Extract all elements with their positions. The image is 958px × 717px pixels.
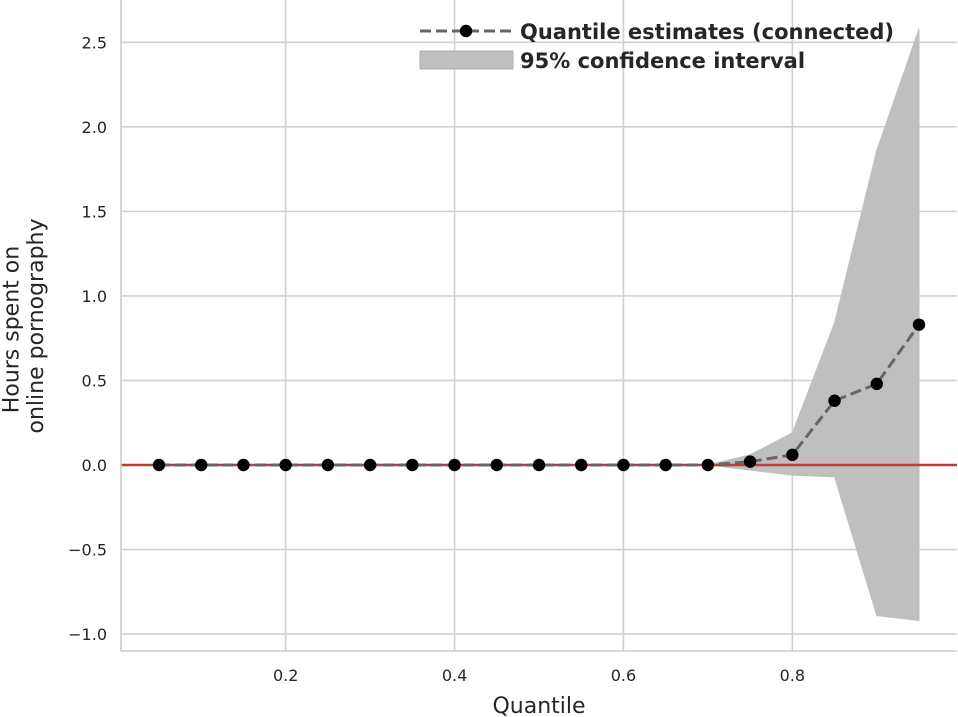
y-tick-label: 0.0 <box>82 456 107 475</box>
estimate-point <box>617 458 630 472</box>
estimate-series-layer <box>152 318 926 472</box>
grid <box>121 0 957 651</box>
estimate-point <box>406 458 419 472</box>
tick-labels: 0.2 0.4 0.6 0.8 −1.0 −0.5 0.0 0.5 1.0 1.5 2.0 2.5 <box>68 33 805 685</box>
y-tick-label: 1.5 <box>82 202 107 221</box>
estimate-point <box>870 377 883 391</box>
y-tick-label: 2.0 <box>82 118 107 137</box>
y-axis-label-line-1: Hours spent on <box>0 246 24 413</box>
estimate-point <box>321 458 335 472</box>
legend: Quantile estimates (connected) 95% confid… <box>419 20 894 73</box>
y-tick-label: 0.5 <box>82 371 107 390</box>
x-tick-label: 0.6 <box>611 666 636 685</box>
legend-estimate-marker <box>459 24 473 38</box>
x-tick-label: 0.4 <box>442 666 467 685</box>
y-tick-label: 1.0 <box>82 287 107 306</box>
y-axis-label-line-2: online pornography <box>24 218 49 433</box>
estimate-point <box>363 458 377 472</box>
estimate-point <box>152 458 166 472</box>
estimate-point <box>912 318 926 331</box>
confidence-band-layer <box>159 28 920 622</box>
confidence-band <box>159 28 920 622</box>
x-tick-label: 0.8 <box>780 666 805 685</box>
estimate-point <box>701 458 715 472</box>
estimate-point <box>659 458 672 472</box>
x-axis-label: Quantile <box>492 694 585 717</box>
estimate-point <box>448 458 461 472</box>
legend-estimate-label: Quantile estimates (connected) <box>520 20 894 44</box>
estimate-point <box>237 458 250 472</box>
plot-frame <box>120 0 957 652</box>
y-axis-label: Hours spent on online pornography <box>0 218 49 433</box>
estimate-point <box>575 458 588 472</box>
estimate-point <box>743 455 757 468</box>
legend-band-label: 95% confidence interval <box>520 49 805 73</box>
estimate-point <box>195 458 208 472</box>
estimate-point <box>828 394 841 407</box>
estimate-point <box>786 448 799 462</box>
estimate-point <box>532 458 546 472</box>
y-tick-label: 2.5 <box>82 33 107 52</box>
estimate-point <box>490 458 503 472</box>
estimate-point <box>279 458 292 472</box>
y-tick-label: −1.0 <box>68 625 107 644</box>
y-tick-label: −0.5 <box>68 541 107 560</box>
x-tick-label: 0.2 <box>273 666 298 685</box>
legend-band-swatch <box>419 50 514 70</box>
